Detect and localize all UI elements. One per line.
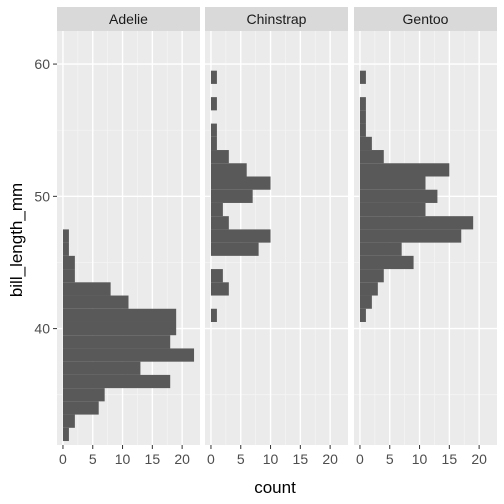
facet-strip-background bbox=[57, 7, 200, 31]
x-axes: 0 5 10 15 20 0 5 10 15 20 0 5 10 15 20 bbox=[59, 445, 487, 467]
histogram-bar bbox=[359, 110, 366, 124]
facet-strip-background bbox=[205, 7, 348, 31]
y-axis-title: bill_length_mm bbox=[7, 183, 26, 297]
y-axis: 40 50 60 bbox=[34, 56, 57, 337]
histogram-bar bbox=[359, 229, 462, 243]
facet-panels bbox=[57, 31, 497, 445]
histogram-bar bbox=[62, 361, 141, 375]
histogram-bar bbox=[62, 414, 75, 428]
histogram-bar bbox=[359, 216, 474, 230]
histogram-bar bbox=[359, 255, 414, 270]
histogram-bar bbox=[210, 202, 223, 217]
facet-panel-adelie bbox=[57, 31, 200, 445]
histogram-bar bbox=[210, 123, 217, 137]
x-tick-label: 5 bbox=[89, 451, 97, 467]
x-axis-gentoo: 0 5 10 15 20 bbox=[356, 445, 487, 467]
histogram-bar bbox=[359, 282, 378, 296]
histogram-bar bbox=[359, 163, 450, 177]
histogram-bar bbox=[210, 282, 229, 296]
x-tick-label: 5 bbox=[237, 451, 245, 467]
histogram-bar bbox=[359, 176, 426, 190]
histogram-bar bbox=[359, 70, 366, 84]
x-tick-label: 20 bbox=[322, 451, 338, 467]
x-tick-label: 0 bbox=[356, 451, 364, 467]
histogram-bar bbox=[210, 229, 271, 243]
facet-label-gentoo: Gentoo bbox=[403, 11, 449, 27]
facet-strip-chinstrap: Chinstrap bbox=[205, 7, 348, 31]
histogram-bar bbox=[359, 269, 384, 283]
histogram-bar bbox=[62, 427, 69, 442]
facet-strip-adelie: Adelie bbox=[57, 7, 200, 31]
histogram-bar bbox=[359, 308, 366, 322]
x-tick-label: 10 bbox=[263, 451, 279, 467]
x-tick-label: 10 bbox=[115, 451, 131, 467]
x-tick-label: 15 bbox=[293, 451, 309, 467]
histogram-bar bbox=[359, 242, 402, 256]
histogram-bar bbox=[62, 321, 177, 336]
histogram-bar bbox=[359, 123, 366, 137]
histogram-bar bbox=[210, 242, 259, 256]
histogram-bar bbox=[210, 269, 223, 283]
x-tick-label: 5 bbox=[386, 451, 394, 467]
y-tick-label: 60 bbox=[34, 56, 50, 72]
histogram-bar bbox=[62, 282, 111, 296]
x-tick-label: 15 bbox=[442, 451, 458, 467]
histogram-bar bbox=[359, 295, 372, 309]
histogram-bar bbox=[359, 150, 384, 164]
histogram-bar bbox=[62, 242, 69, 256]
x-axis-title: count bbox=[254, 478, 296, 497]
x-tick-label: 10 bbox=[412, 451, 428, 467]
facet-strip-background bbox=[354, 7, 497, 31]
x-tick-label: 20 bbox=[174, 451, 190, 467]
facet-label-chinstrap: Chinstrap bbox=[247, 11, 307, 27]
histogram-bar bbox=[210, 216, 229, 230]
x-axis-adelie: 0 5 10 15 20 bbox=[59, 445, 190, 467]
histogram-bar bbox=[62, 388, 105, 402]
histogram-bar bbox=[210, 70, 217, 84]
histogram-bar bbox=[62, 374, 171, 389]
x-tick-label: 20 bbox=[471, 451, 487, 467]
histogram-bar bbox=[62, 255, 75, 270]
y-tick-label: 40 bbox=[34, 321, 50, 337]
histogram-bar bbox=[210, 97, 217, 111]
histogram-bar bbox=[359, 136, 372, 151]
histogram-bar bbox=[62, 295, 129, 309]
histogram-bar bbox=[210, 189, 253, 203]
histogram-bar bbox=[210, 150, 229, 164]
histogram-bar bbox=[62, 269, 75, 283]
facet-panel-chinstrap bbox=[205, 31, 348, 445]
histogram-bar bbox=[62, 348, 195, 362]
facet-strips: Adelie Chinstrap Gentoo bbox=[57, 7, 497, 31]
histogram-bar bbox=[359, 97, 366, 111]
histogram-bar bbox=[210, 163, 247, 177]
x-axis-chinstrap: 0 5 10 15 20 bbox=[207, 445, 338, 467]
x-tick-label: 15 bbox=[145, 451, 161, 467]
facet-strip-gentoo: Gentoo bbox=[354, 7, 497, 31]
histogram-bar bbox=[359, 189, 438, 203]
histogram-bar bbox=[210, 308, 217, 322]
facet-panel-gentoo bbox=[354, 31, 497, 445]
histogram-bar bbox=[62, 308, 177, 322]
histogram-bar bbox=[359, 202, 426, 217]
x-tick-label: 0 bbox=[59, 451, 67, 467]
facet-label-adelie: Adelie bbox=[109, 11, 148, 27]
histogram-bar bbox=[62, 335, 171, 349]
y-tick-label: 50 bbox=[34, 188, 50, 204]
histogram-bar bbox=[210, 176, 271, 190]
histogram-bar bbox=[62, 229, 69, 243]
histogram-bar bbox=[62, 401, 99, 415]
histogram-bar bbox=[210, 136, 217, 151]
x-tick-label: 0 bbox=[207, 451, 215, 467]
